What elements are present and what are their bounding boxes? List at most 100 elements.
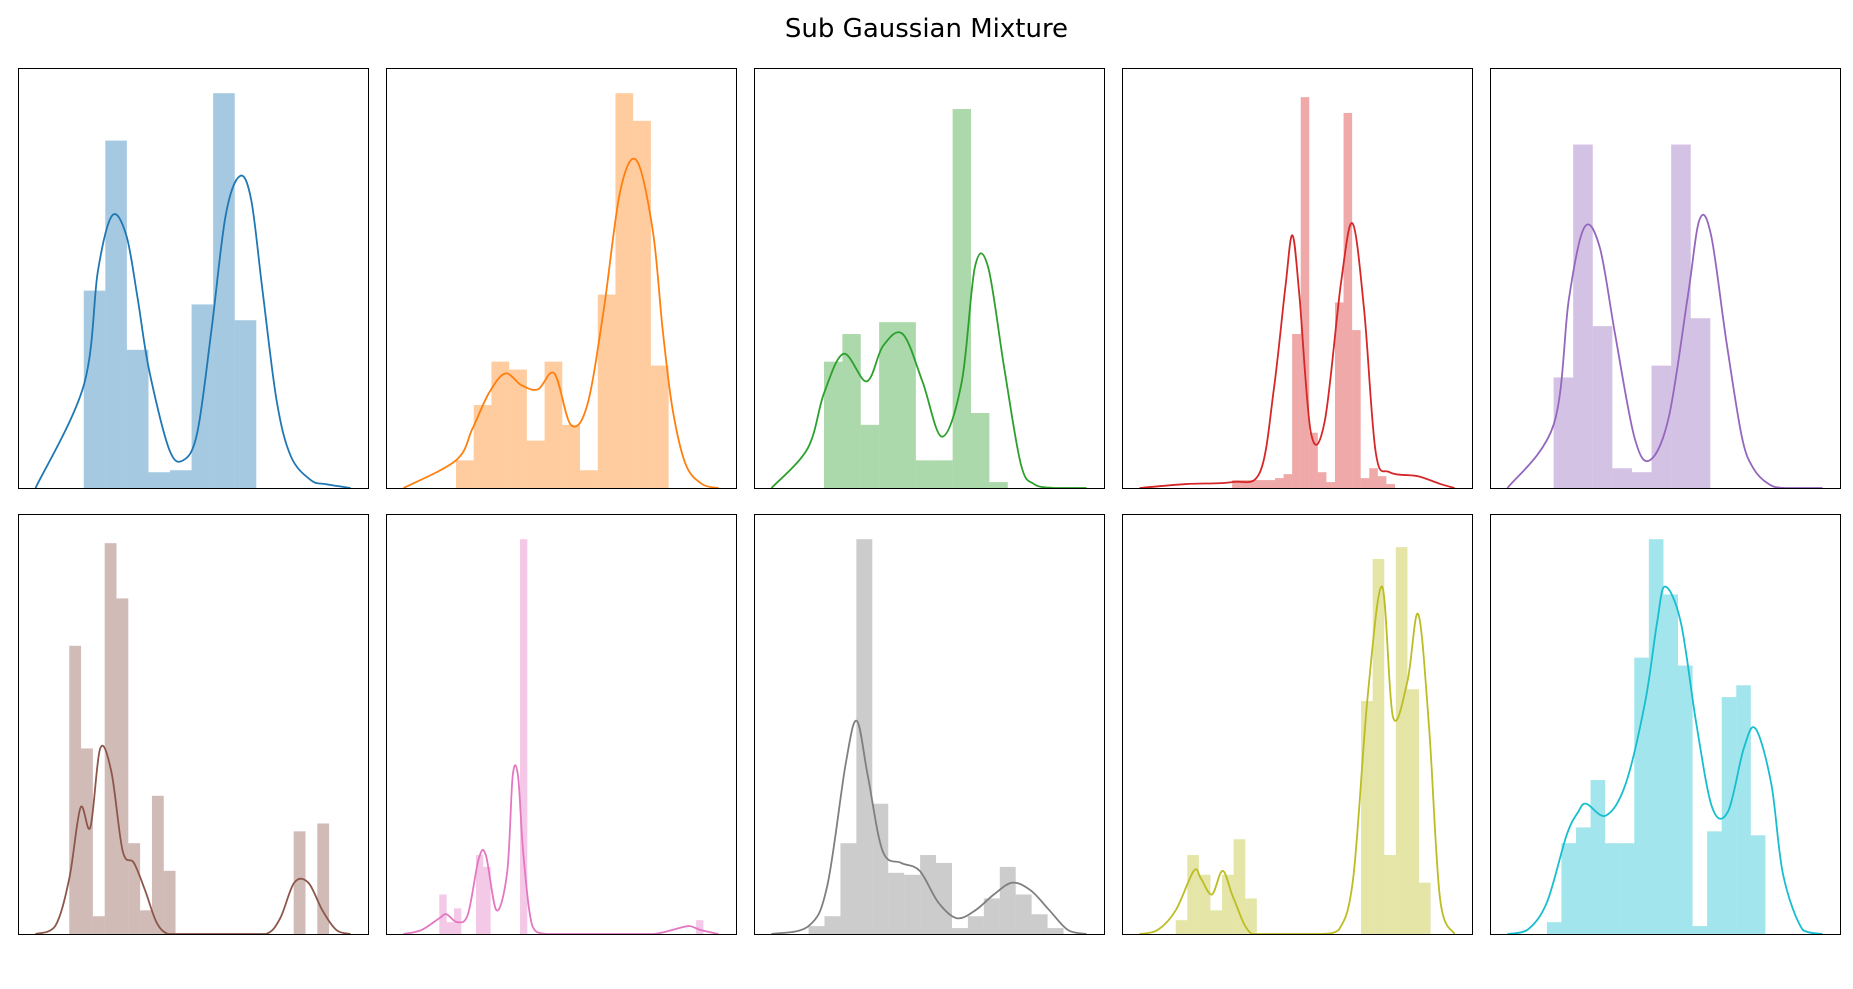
histogram-bar xyxy=(1605,843,1620,934)
histogram-bar xyxy=(1692,926,1708,934)
histogram-bar xyxy=(879,322,898,488)
histogram-bar xyxy=(967,916,984,934)
kde-curve xyxy=(403,764,719,935)
histogram-bar xyxy=(509,369,527,488)
histogram-bar xyxy=(1015,894,1032,934)
histogram-bar xyxy=(1663,594,1678,934)
histogram-bar xyxy=(1407,689,1420,934)
histogram-bar xyxy=(1395,547,1408,934)
histogram-bar xyxy=(1245,898,1257,934)
histogram-bar xyxy=(1300,97,1310,489)
histogram-bar xyxy=(999,866,1016,934)
histogram-bar xyxy=(1736,685,1751,934)
histogram-bar xyxy=(1592,326,1613,488)
kde-curve xyxy=(403,157,719,489)
histogram-bar xyxy=(1334,302,1344,488)
histogram-bar xyxy=(544,361,563,488)
histogram-bars xyxy=(1175,547,1431,934)
histogram-bar xyxy=(1690,318,1711,488)
subplot-4 xyxy=(1122,68,1473,489)
subplot-9 xyxy=(1122,514,1473,935)
histogram-bar xyxy=(128,843,141,934)
histogram-bar xyxy=(872,803,889,934)
histogram-bar xyxy=(1317,472,1327,488)
subplot-frame xyxy=(1490,514,1841,935)
histogram-bar xyxy=(1590,780,1606,934)
histogram-bars xyxy=(808,539,1064,934)
subplot-frame xyxy=(1122,514,1473,935)
kde-curve xyxy=(35,744,351,935)
histogram-bar xyxy=(983,898,1000,934)
histogram-bar xyxy=(293,831,306,934)
subplot-3 xyxy=(754,68,1105,489)
histogram-bar xyxy=(888,872,905,934)
histogram-bar xyxy=(1352,330,1361,488)
subplot-frame xyxy=(1490,68,1841,489)
histogram-bar xyxy=(81,748,93,934)
histogram-bar xyxy=(1671,144,1691,488)
histogram-bar xyxy=(446,922,454,934)
histogram-bar xyxy=(696,920,704,934)
histogram-bar xyxy=(170,470,192,488)
histogram-bar xyxy=(1419,882,1431,934)
histogram-bar xyxy=(473,405,492,488)
histogram-bar xyxy=(824,916,841,934)
histogram-bar xyxy=(1707,831,1722,934)
histogram-bar xyxy=(856,539,873,934)
histogram-bar xyxy=(1573,144,1593,488)
histogram-bar xyxy=(483,866,491,934)
histogram-bar xyxy=(1343,112,1353,488)
figure-title: Sub Gaussian Mixture xyxy=(784,14,1069,44)
histogram-bar xyxy=(1677,665,1693,934)
histogram-bar xyxy=(92,916,105,934)
histogram-bar xyxy=(989,482,1008,488)
kde-curve xyxy=(1139,585,1456,935)
histogram-bar xyxy=(234,320,257,488)
histogram-bars xyxy=(1232,97,1395,489)
histogram-bar xyxy=(520,539,528,934)
histogram-bar xyxy=(526,440,545,488)
histogram-bar xyxy=(69,645,82,934)
histogram-bar xyxy=(1233,839,1246,934)
histogram-bars xyxy=(83,93,257,488)
subplot-frame xyxy=(386,68,737,489)
histogram-bar xyxy=(1561,843,1577,934)
histogram-bar xyxy=(1386,484,1395,488)
histogram-bar xyxy=(1257,480,1267,488)
subplot-10 xyxy=(1490,514,1841,935)
histogram-bar xyxy=(1553,377,1574,488)
histogram-bar xyxy=(897,322,916,488)
subplot-frame xyxy=(18,68,369,489)
histogram-bar xyxy=(1292,334,1301,488)
subplot-frame xyxy=(18,514,369,935)
histogram-bar xyxy=(1361,701,1373,934)
histogram-bar xyxy=(562,424,581,488)
histogram-bar xyxy=(1175,920,1188,934)
histogram-bar xyxy=(580,470,598,488)
histogram-bar xyxy=(1187,855,1199,934)
histogram-bar xyxy=(936,862,952,934)
kde-curve xyxy=(34,174,351,489)
histogram-bar xyxy=(163,870,176,934)
histogram-bar xyxy=(317,823,330,934)
histogram-bar xyxy=(860,424,880,488)
histogram-bar xyxy=(1210,910,1223,934)
histogram-bars xyxy=(439,539,704,934)
histogram-bar xyxy=(1222,874,1234,934)
histogram-bar xyxy=(140,910,152,934)
histogram-bar xyxy=(1198,874,1211,934)
histogram-bar xyxy=(824,361,843,488)
histogram-bar xyxy=(904,874,921,934)
histogram-bar xyxy=(1377,476,1387,488)
histogram-bar xyxy=(213,93,235,488)
histogram-bars xyxy=(824,108,1008,489)
histogram-bar xyxy=(104,543,117,934)
histogram-bar xyxy=(456,460,474,488)
histogram-bar xyxy=(971,412,990,488)
histogram-bar xyxy=(920,855,937,934)
histogram-bar xyxy=(840,843,857,934)
histogram-bars xyxy=(456,93,669,488)
histogram-bar xyxy=(1240,480,1250,488)
histogram-bar xyxy=(126,349,149,488)
